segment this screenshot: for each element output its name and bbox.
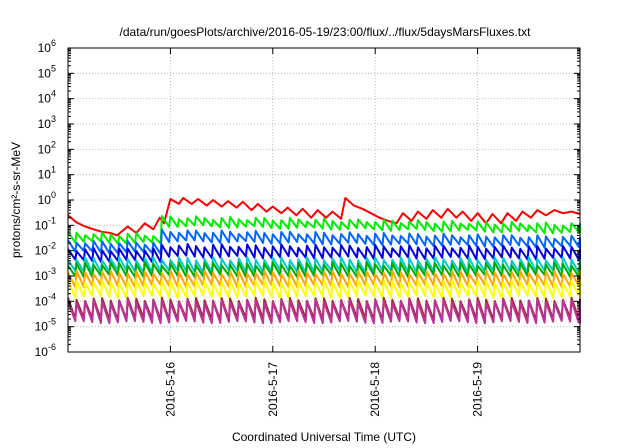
y-tick-label: 106 (38, 38, 56, 55)
y-tick-label: 10-6 (35, 342, 56, 359)
series-line (67, 269, 581, 289)
series-line (67, 299, 581, 325)
series-line (67, 215, 581, 245)
series-layer (67, 197, 581, 325)
y-tick-label: 10-1 (35, 215, 56, 232)
y-tick-label: 10-5 (35, 317, 56, 334)
y-tick-label: 102 (38, 139, 56, 156)
x-tick-label: 2016-5-18 (368, 362, 382, 417)
series-line (67, 261, 581, 278)
y-tick-label: 101 (38, 165, 56, 182)
y-tick-label: 103 (38, 114, 56, 131)
y-tick-label: 10-2 (35, 241, 56, 258)
series-line (67, 279, 581, 299)
y-axis: 10-6 10-5 10-4 10-3 10-2 10-1 100 101 102 103 104 1… (35, 38, 580, 359)
y-tick-label: 105 (38, 63, 56, 80)
x-axis: 2016-5-16 2016-5-17 2016-5-18 2016-5-19 (163, 48, 485, 417)
chart-title: /data/run/goesPlots/archive/2016-05-19/2… (120, 25, 532, 39)
x-tick-label: 2016-5-16 (163, 362, 177, 417)
series-line (67, 243, 581, 264)
y-tick-label: 100 (38, 190, 56, 207)
y-axis-label: protons/cm²-s-sr-MeV (9, 142, 23, 258)
series-line (67, 256, 581, 274)
series-line (67, 228, 581, 255)
y-tick-label: 10-3 (35, 266, 56, 283)
y-tick-label: 104 (38, 89, 56, 106)
series-line (67, 197, 581, 237)
x-axis-label: Coordinated Universal Time (UTC) (232, 430, 416, 444)
y-tick-label: 10-4 (35, 291, 56, 308)
x-tick-label: 2016-5-19 (471, 362, 485, 417)
x-tick-label: 2016-5-17 (266, 362, 280, 417)
